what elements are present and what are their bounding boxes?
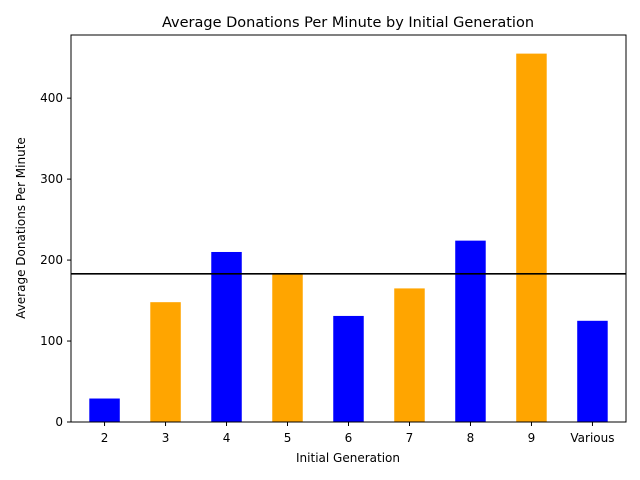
bar-3 — [150, 302, 181, 422]
x-axis: 2 3 4 5 6 7 8 9 Various — [101, 422, 615, 445]
x-axis-label: Initial Generation — [296, 451, 400, 465]
bar-8 — [455, 240, 486, 422]
bar-Various — [577, 320, 608, 422]
x-tick-label: 7 — [406, 431, 414, 445]
y-tick-label: 0 — [55, 415, 63, 429]
chart-title: Average Donations Per Minute by Initial … — [162, 15, 534, 31]
y-tick-label: 400 — [40, 91, 63, 105]
x-tick-label: 3 — [162, 431, 170, 445]
bar-2 — [89, 398, 120, 422]
x-tick-label: 2 — [101, 431, 109, 445]
x-tick-label: 5 — [284, 431, 292, 445]
bar-4 — [211, 251, 242, 422]
x-tick-label: Various — [570, 431, 614, 445]
bar-9 — [516, 53, 547, 423]
y-tick-label: 200 — [40, 253, 63, 267]
bar-6 — [333, 315, 364, 422]
y-tick-label: 100 — [40, 334, 63, 348]
bars-layer — [89, 53, 608, 423]
x-tick-label: 4 — [223, 431, 231, 445]
y-tick-label: 300 — [40, 172, 63, 186]
x-tick-label: 8 — [467, 431, 475, 445]
x-tick-label: 6 — [345, 431, 353, 445]
y-axis: 0 100 200 300 400 — [40, 91, 71, 429]
x-tick-label: 9 — [528, 431, 536, 445]
bar-5 — [272, 273, 303, 422]
y-axis-label: Average Donations Per Minute — [14, 137, 28, 319]
bar-7 — [394, 288, 425, 422]
